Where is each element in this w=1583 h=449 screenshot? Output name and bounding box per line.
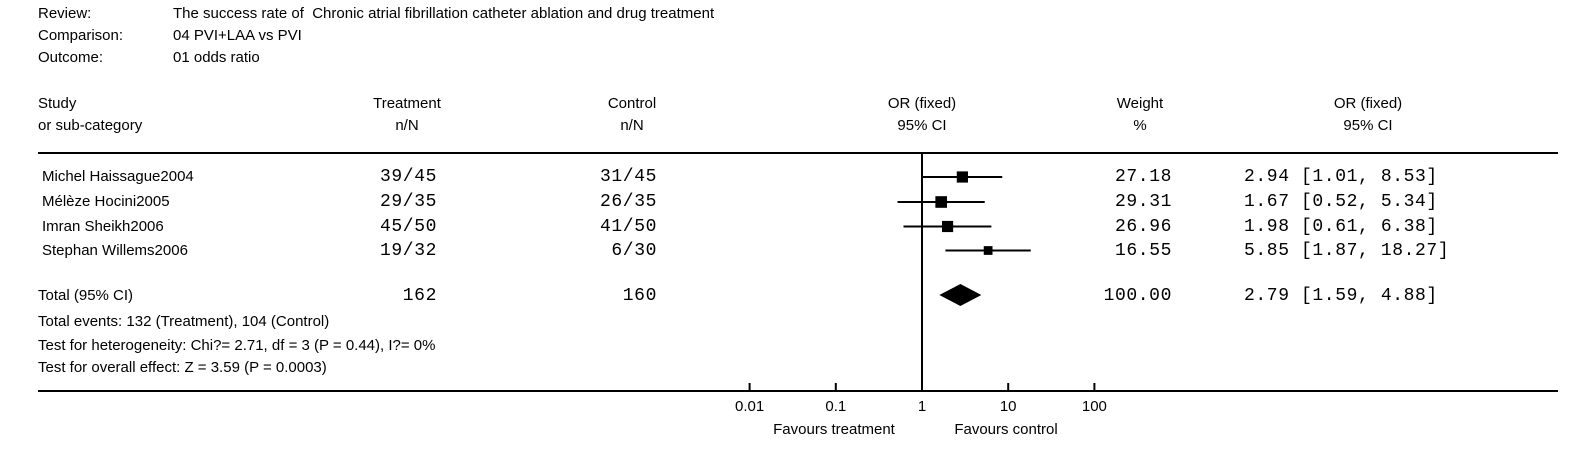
or-ci-value: 2.94 [1.01, 8.53] <box>1244 167 1438 187</box>
treatment-nn: 39/45 <box>379 167 437 187</box>
control-nn: 41/50 <box>599 217 657 237</box>
axis-tick-label: 10 <box>1000 398 1017 415</box>
favours-treatment-label: Favours treatment <box>773 421 895 438</box>
col-or-line1: OR (fixed) <box>1333 95 1403 112</box>
summary-diamond <box>939 284 982 306</box>
effect-square <box>941 220 954 233</box>
study-name: Stephan Willems2006 <box>42 242 188 259</box>
study-name: Michel Haissague2004 <box>42 168 194 185</box>
col-study-line2: or sub-category <box>38 117 143 134</box>
study-name: Mélèze Hocini2005 <box>42 193 170 210</box>
axis-tick-label: 100 <box>1082 398 1107 415</box>
col-weight-line1: Weight <box>1116 95 1164 112</box>
axis-rule <box>38 390 1558 392</box>
overall-effect-text: Test for overall effect: Z = 3.59 (P = 0… <box>38 359 327 376</box>
total-treatment: 162 <box>402 286 437 306</box>
col-plot-line2: 95% CI <box>897 117 947 134</box>
total-label: Total (95% CI) <box>38 287 134 304</box>
control-nn: 31/45 <box>599 167 657 187</box>
heterogeneity-text: Test for heterogeneity: Chi?= 2.71, df =… <box>38 337 436 354</box>
col-control-line2: n/N <box>620 117 644 134</box>
effect-square <box>935 196 948 208</box>
favours-control-label: Favours control <box>954 421 1058 438</box>
total-weight: 100.00 <box>1103 286 1172 306</box>
review-label: Review: <box>38 5 92 22</box>
total-events-text: Total events: 132 (Treatment), 104 (Cont… <box>38 313 330 330</box>
col-weight-line2: % <box>1133 117 1147 134</box>
or-ci-value: 1.67 [0.52, 5.34] <box>1244 192 1438 212</box>
control-nn: 6/30 <box>611 241 657 261</box>
col-control-line1: Control <box>607 95 657 112</box>
or-ci-value: 5.85 [1.87, 18.27] <box>1244 241 1450 261</box>
weight-value: 27.18 <box>1114 167 1172 187</box>
col-or-line2: 95% CI <box>1343 117 1393 134</box>
total-control: 160 <box>622 286 657 306</box>
weight-value: 29.31 <box>1114 192 1172 212</box>
weight-value: 16.55 <box>1114 241 1172 261</box>
weight-value: 26.96 <box>1114 217 1172 237</box>
axis-tick-label: 0.01 <box>735 398 764 415</box>
header-rule <box>38 152 1558 154</box>
study-name: Imran Sheikh2006 <box>42 218 164 235</box>
outcome-value: 01 odds ratio <box>173 49 260 66</box>
control-nn: 26/35 <box>599 192 657 212</box>
review-value: The success rate of Chronic atrial fibri… <box>173 5 715 22</box>
col-plot-line1: OR (fixed) <box>887 95 957 112</box>
treatment-nn: 29/35 <box>379 192 437 212</box>
col-treatment-line2: n/N <box>395 117 419 134</box>
comparison-value: 04 PVI+LAA vs PVI <box>173 27 302 44</box>
treatment-nn: 45/50 <box>379 217 437 237</box>
axis-tick-label: 0.1 <box>825 398 846 415</box>
col-treatment-line1: Treatment <box>373 95 441 112</box>
effect-square <box>956 171 968 183</box>
col-study-line1: Study <box>38 95 77 112</box>
or-ci-value: 1.98 [0.61, 6.38] <box>1244 217 1438 237</box>
comparison-label: Comparison: <box>38 27 124 44</box>
axis-tick-label: 1 <box>918 398 926 415</box>
total-or-ci: 2.79 [1.59, 4.88] <box>1244 286 1438 306</box>
treatment-nn: 19/32 <box>379 241 437 261</box>
outcome-label: Outcome: <box>38 49 104 66</box>
effect-square <box>983 246 993 255</box>
